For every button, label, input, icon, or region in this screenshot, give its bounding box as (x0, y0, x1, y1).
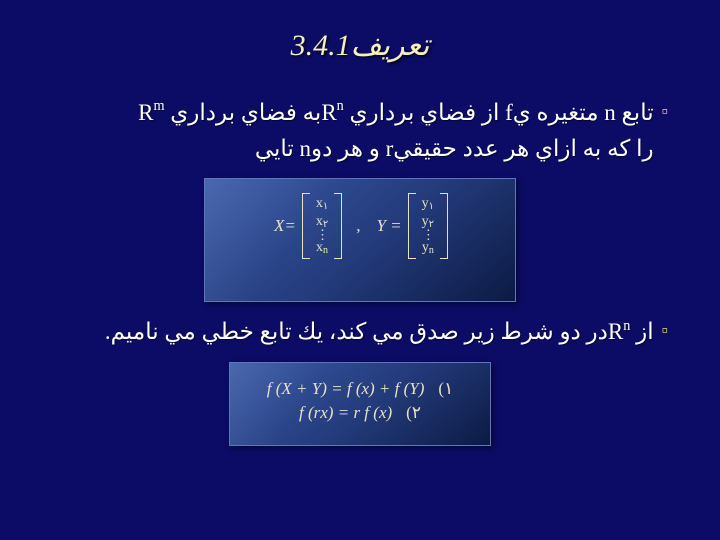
slide-title: تعریف3.4.1 (52, 28, 668, 63)
xn: x (316, 240, 323, 255)
eq1-num: (١ (438, 379, 453, 399)
l3-Rn-sup: n (623, 318, 630, 334)
l1-c: از فضاي برداري (350, 100, 506, 125)
bracket-icon (334, 193, 342, 259)
l1-Rm-base: R (138, 100, 153, 125)
yr4: yn (422, 239, 434, 257)
matrix-row: X= x١ x٢ ⋮ xn , Y = y١ y٢ ⋮ yn (205, 193, 515, 259)
yr1: y١ (422, 195, 434, 213)
y2s: ٢ (429, 219, 434, 230)
matrix-y-col: y١ y٢ ⋮ yn (416, 193, 440, 259)
xr3: ⋮ (316, 230, 328, 239)
eq2-text: f (rx) = r f (x) (299, 403, 392, 423)
l1-f: f (505, 100, 513, 125)
equations: f (X + Y) = f (x) + f (Y) (١ f (rx) = r … (230, 375, 490, 427)
matrix-y: y١ y٢ ⋮ yn (408, 193, 448, 259)
xr1: x١ (316, 195, 328, 213)
bullet-icon: ▫ (662, 101, 668, 122)
l1-Rm-sup: m (153, 98, 164, 114)
x1s: ١ (323, 201, 328, 212)
l1-Rn: Rn (321, 100, 343, 125)
l3-b: ‎در دو شرط زير صدق مي کند، يك تابع خطي م… (105, 319, 636, 344)
matrix-x-label: X= (274, 216, 296, 236)
yns: n (429, 245, 434, 256)
x2s: ٢ (323, 219, 328, 230)
xns: n (323, 245, 328, 256)
bracket-icon (408, 193, 416, 259)
matrix-x-col: x١ x٢ ⋮ xn (310, 193, 334, 259)
eq1-text: f (X + Y) = f (x) + f (Y) (267, 379, 425, 399)
matrix-comma: , (356, 216, 360, 236)
matrix-y-label: Y = (376, 216, 401, 236)
l2-c: تايي (255, 136, 300, 161)
matrix-definition-box: X= x١ x٢ ⋮ xn , Y = y١ y٢ ⋮ yn (204, 178, 516, 302)
l1-a: تابع (616, 100, 654, 125)
equation-1: f (X + Y) = f (x) + f (Y) (١ (230, 379, 490, 399)
slide: تعریف3.4.1 ▫ تابع n متغيره يf از فضاي بر… (0, 0, 720, 540)
equations-box: f (X + Y) = f (x) + f (Y) (١ f (rx) = r … (229, 362, 491, 446)
l1-Rm: Rm (138, 100, 164, 125)
yr3: ⋮ (422, 230, 434, 239)
l3-Rn-base: R (608, 319, 623, 344)
l1-Rn-sup: n (337, 98, 344, 114)
bullet-icon: ▫ (662, 320, 668, 341)
yn: y (422, 240, 429, 255)
l2-a: را که به ازاي هر عدد حقيقي (393, 136, 653, 161)
paragraph-1: ▫ تابع n متغيره يf از فضاي برداريRn ‎به … (52, 95, 668, 166)
paragraph-2: ▫ ازRn ‎در دو شرط زير صدق مي کند، يك تاب… (52, 314, 668, 350)
line-1: تابع n متغيره يf از فضاي برداريRn ‎به فض… (138, 95, 654, 166)
equation-2: f (rx) = r f (x) (٢ (230, 403, 490, 423)
matrix-x: x١ x٢ ⋮ xn (302, 193, 342, 259)
eq2-num: (٢ (406, 403, 421, 423)
l1-n: n (604, 100, 616, 125)
line-3: ازRn ‎در دو شرط زير صدق مي کند، يك تابع … (105, 314, 654, 350)
xr4: xn (316, 239, 328, 257)
l1-Rn-base: R (321, 100, 336, 125)
l3-a: از (636, 319, 654, 344)
y1s: ١ (429, 201, 434, 212)
y1: y (422, 196, 429, 211)
l2-b: و هر دو (311, 136, 386, 161)
bracket-icon (302, 193, 310, 259)
bracket-icon (440, 193, 448, 259)
l3-Rn: Rn (608, 319, 630, 344)
l1-b: متغيره ي (513, 100, 605, 125)
l2-n: n (300, 136, 312, 161)
x1: x (316, 196, 323, 211)
